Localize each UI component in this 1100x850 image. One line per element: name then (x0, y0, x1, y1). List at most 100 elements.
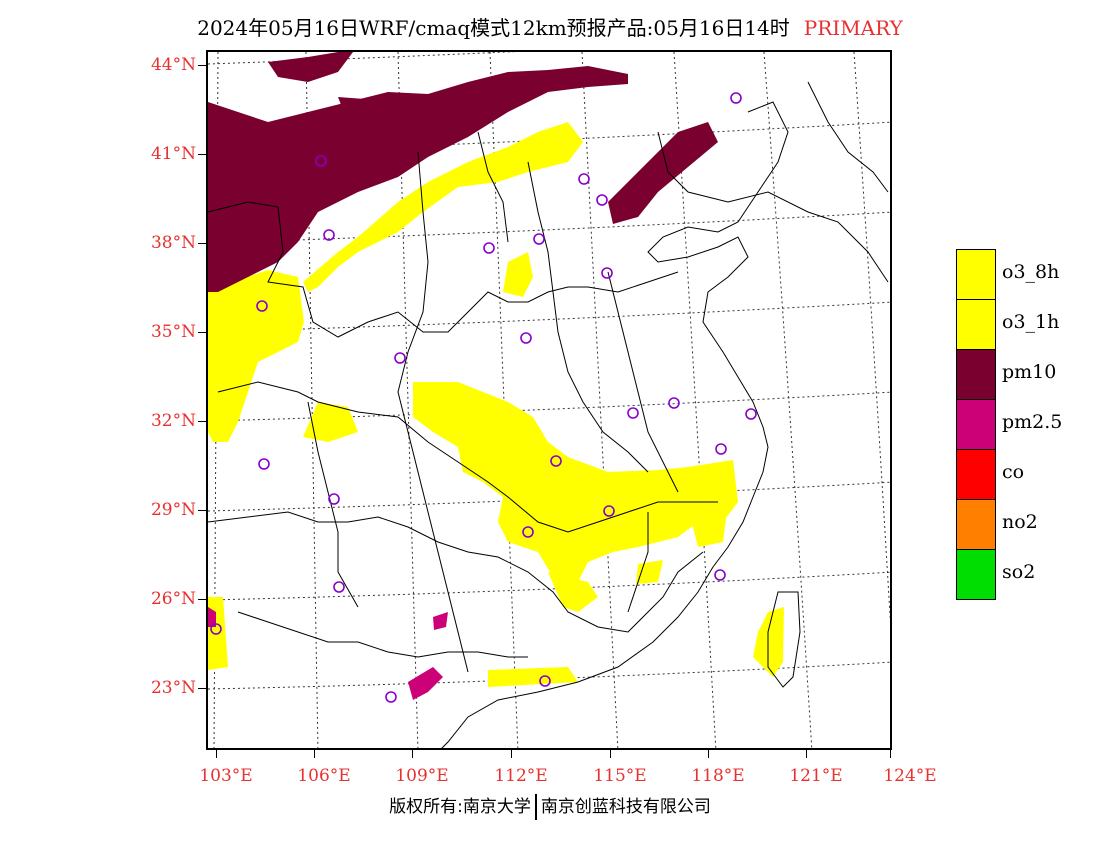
station-marker (385, 691, 397, 703)
lon-tick (314, 750, 315, 758)
station-marker (714, 569, 726, 581)
ozone-zone-fujian (636, 560, 663, 584)
legend-swatch (956, 499, 996, 550)
coastline (441, 101, 789, 748)
lon-tick (708, 750, 709, 758)
lon-tick (610, 750, 611, 758)
station-marker (596, 194, 608, 206)
station-marker (745, 408, 757, 420)
ozone-zone-guangxi (488, 667, 578, 687)
station-marker (323, 229, 335, 241)
lon-label-121: 121°E (789, 766, 843, 786)
title-text: 2024年05月16日WRF/cmaq模式12km预报产品:05月16日14时 (197, 16, 790, 40)
station-marker (328, 493, 340, 505)
pm10-zone-northtop (268, 52, 353, 82)
lat-label-26: 26°N (150, 589, 196, 609)
lat-label-35: 35°N (150, 322, 196, 342)
border-b (217, 381, 718, 533)
legend-label: pm10 (1002, 361, 1057, 383)
ozone-zone-hunan-south (548, 572, 598, 612)
border-f (527, 161, 649, 473)
ozone-zone-zhejiang (688, 502, 728, 547)
copyright-left: 版权所有:南京大学 (389, 797, 531, 817)
lat-tick (198, 65, 206, 66)
station-marker (394, 352, 406, 364)
legend-item-co: co (956, 449, 1100, 500)
legend-item-o3-8h: o3_8h (956, 249, 1100, 300)
border-e (397, 151, 469, 673)
lat-tick (198, 510, 206, 511)
legend-item-no2: no2 (956, 499, 1100, 550)
border-k (807, 81, 889, 193)
ozone-zone-shanxi (503, 252, 533, 297)
station-marker (550, 455, 562, 467)
legend-label: so2 (1002, 561, 1036, 583)
lon-label-106: 106°E (297, 766, 351, 786)
lat-tick (198, 421, 206, 422)
station-marker (315, 155, 327, 167)
ozone-zone-central (413, 382, 738, 592)
station-marker (578, 173, 590, 185)
lon-label-112: 112°E (494, 766, 548, 786)
lat-label-41: 41°N (150, 144, 196, 164)
map-title: 2024年05月16日WRF/cmaq模式12km预报产品:05月16日14时 P… (0, 12, 1100, 41)
lat-label-44: 44°N (150, 55, 196, 75)
pm10-zone-north (208, 66, 628, 292)
border-g (607, 271, 679, 493)
legend-item-so2: so2 (956, 549, 1100, 600)
lat-tick (198, 243, 206, 244)
taiwan-outline (767, 591, 801, 688)
border-d (237, 611, 528, 658)
ozone-zones (208, 122, 784, 687)
lon-tick (511, 750, 512, 758)
border-i (307, 401, 359, 608)
station-marker (627, 407, 639, 419)
legend-swatch (956, 299, 996, 350)
lon-label-115: 115°E (593, 766, 647, 786)
legend-label: o3_1h (1002, 311, 1060, 333)
border-h (477, 131, 509, 243)
lon-tick (216, 750, 217, 758)
legend-swatch (956, 249, 996, 300)
lat-label-32: 32°N (150, 411, 196, 431)
legend-item-pm25: pm2.5 (956, 399, 1100, 450)
lat-tick (198, 688, 206, 689)
map-canvas (208, 52, 890, 748)
border-c (208, 511, 704, 633)
lat-tick (198, 599, 206, 600)
ozone-zone-sichuan (303, 402, 358, 442)
station-marker (539, 675, 551, 687)
ozone-zone-north-arc (303, 122, 583, 292)
legend-label: pm2.5 (1002, 411, 1063, 433)
lon-tick (412, 750, 413, 758)
map-frame (206, 50, 892, 750)
pm25-zones (208, 607, 448, 700)
station-marker (668, 397, 680, 409)
footer-divider (534, 794, 537, 820)
station-marker (256, 300, 268, 312)
lat-label-29: 29°N (150, 500, 196, 520)
station-marker (258, 458, 270, 470)
pm25-zone-guangxi (408, 667, 443, 700)
lat-tick (198, 154, 206, 155)
station-marker (483, 242, 495, 254)
lon-label-109: 109°E (395, 766, 449, 786)
pm25-zone-yunnan (433, 612, 448, 630)
lon-label-103: 103°E (199, 766, 253, 786)
station-marker (333, 581, 345, 593)
station-marker (715, 443, 727, 455)
station-marker (603, 505, 615, 517)
border-j (657, 131, 889, 283)
ozone-zone-west (208, 270, 304, 442)
lat-label-23: 23°N (150, 678, 196, 698)
lon-tick (890, 750, 891, 758)
legend-label: no2 (1002, 511, 1038, 533)
pollutant-legend: o3_8h o3_1h pm10 pm2.5 co no2 so2 (956, 249, 1100, 600)
legend-swatch (956, 399, 996, 450)
legend-item-pm10: pm10 (956, 349, 1100, 400)
lon-tick (806, 750, 807, 758)
legend-item-o3-1h: o3_1h (956, 299, 1100, 350)
station-marker (210, 623, 222, 635)
pm10-zones (208, 52, 718, 292)
